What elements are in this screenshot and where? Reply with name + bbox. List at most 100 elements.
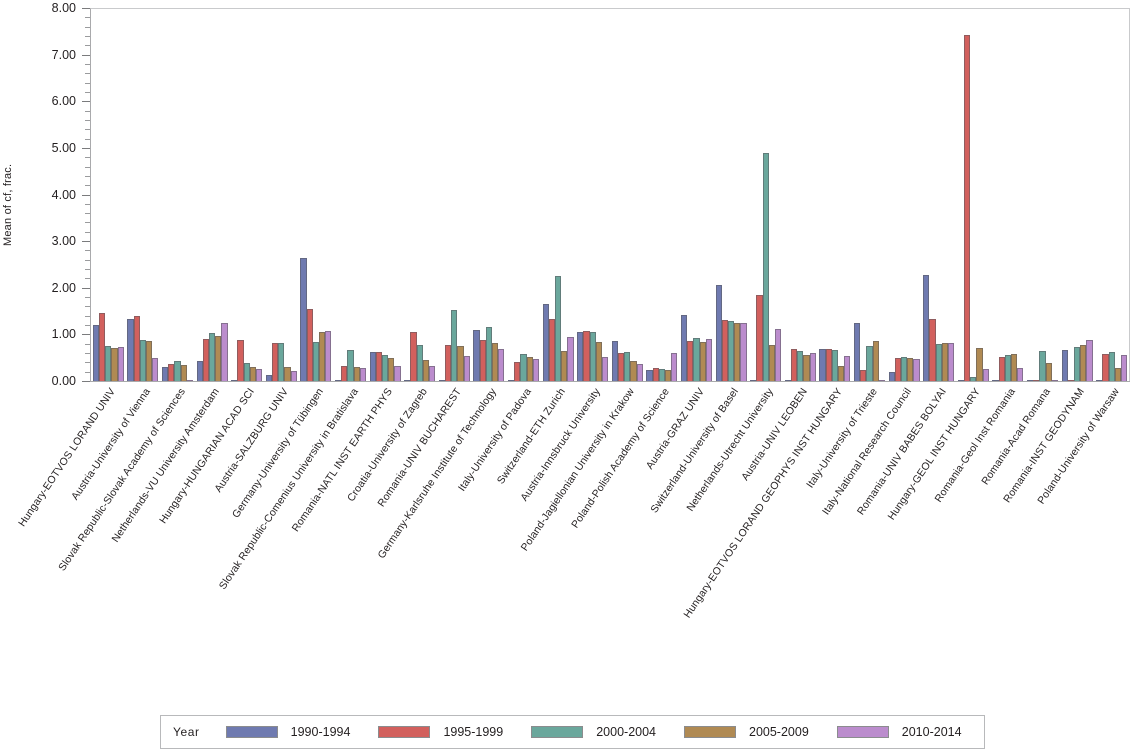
y-minor-tick-mark bbox=[85, 315, 90, 317]
x-tick-label: Italy-National Research Council bbox=[820, 386, 915, 518]
bar bbox=[1080, 345, 1087, 381]
bar bbox=[630, 361, 637, 381]
bar-group bbox=[887, 8, 922, 381]
legend-label: 1990-1994 bbox=[290, 725, 351, 739]
legend-item[interactable]: 2005-2009 bbox=[684, 725, 809, 739]
bar bbox=[860, 370, 867, 381]
bar bbox=[335, 380, 342, 381]
y-tick-mark bbox=[82, 381, 90, 382]
bar bbox=[202, 338, 209, 381]
bar bbox=[992, 380, 999, 381]
bar bbox=[428, 365, 436, 381]
bar bbox=[854, 322, 861, 381]
bar bbox=[894, 357, 901, 381]
bar bbox=[347, 349, 354, 381]
bar bbox=[561, 350, 568, 381]
y-minor-tick-mark bbox=[85, 231, 90, 233]
bar-group bbox=[956, 8, 991, 381]
bar bbox=[520, 353, 527, 381]
bar bbox=[231, 380, 238, 381]
bar-group bbox=[506, 8, 541, 381]
bar bbox=[1074, 346, 1081, 381]
bar bbox=[976, 348, 983, 381]
bar bbox=[699, 342, 706, 381]
bar bbox=[1096, 380, 1103, 381]
y-minor-tick-mark bbox=[85, 26, 90, 28]
bar bbox=[369, 351, 376, 381]
bar bbox=[105, 345, 112, 381]
bar bbox=[611, 341, 619, 381]
y-tick-label: 4.00 bbox=[51, 187, 76, 202]
bar bbox=[249, 367, 256, 381]
bar bbox=[526, 357, 533, 381]
bar bbox=[1033, 380, 1040, 381]
x-tick-label: Hungary-HUNGARIAN ACAD SCI bbox=[156, 386, 257, 526]
y-tick-label: 7.00 bbox=[51, 47, 76, 62]
y-minor-tick-mark bbox=[85, 325, 90, 327]
bar bbox=[693, 337, 700, 381]
bar bbox=[312, 341, 319, 381]
x-tick-label: Slovak Republic-Comenius University in B… bbox=[216, 386, 361, 592]
bar bbox=[117, 346, 124, 381]
bar bbox=[878, 380, 885, 381]
bar bbox=[174, 360, 181, 381]
bar bbox=[168, 364, 175, 381]
x-tick-label: Romania-UNIV BABES BOLYAI bbox=[854, 386, 949, 518]
x-tick-label: Austria-UNIV LEOBEN bbox=[739, 386, 811, 483]
bar bbox=[237, 340, 244, 381]
bar-group bbox=[1094, 8, 1129, 381]
legend-item[interactable]: 2010-2014 bbox=[836, 725, 962, 739]
bar bbox=[209, 333, 216, 381]
bar bbox=[687, 340, 694, 381]
bar bbox=[1102, 353, 1109, 381]
bar bbox=[508, 380, 515, 381]
x-tick-label: Austria-SALZBURG UNIV bbox=[212, 386, 292, 495]
bar-group bbox=[229, 8, 264, 381]
bar bbox=[1039, 351, 1046, 381]
legend-item[interactable]: 1995-1999 bbox=[378, 725, 503, 739]
x-tick-label: Switzerland-University of Basel bbox=[648, 386, 742, 516]
bar-group bbox=[679, 8, 714, 381]
bar bbox=[463, 355, 470, 381]
bar bbox=[265, 374, 273, 381]
bar bbox=[404, 380, 411, 381]
bar bbox=[416, 344, 423, 381]
bar bbox=[479, 339, 486, 381]
bar-group bbox=[299, 8, 334, 381]
bar bbox=[514, 362, 521, 381]
y-tick-mark bbox=[82, 8, 90, 9]
y-minor-tick-mark bbox=[85, 73, 90, 75]
y-minor-tick-mark bbox=[85, 213, 90, 215]
x-tick-label: Slovak Republic-Slovak Academy of Scienc… bbox=[55, 386, 188, 574]
bar bbox=[473, 329, 480, 381]
bar bbox=[618, 353, 625, 381]
legend-swatch bbox=[684, 726, 736, 738]
y-minor-tick-mark bbox=[85, 343, 90, 345]
y-minor-tick-mark bbox=[85, 129, 90, 131]
bar bbox=[913, 358, 920, 381]
bar bbox=[306, 308, 313, 381]
y-tick-mark bbox=[82, 241, 90, 243]
legend-swatch bbox=[836, 726, 889, 738]
bar bbox=[888, 371, 895, 381]
x-tick-label: Romania-Geol Inst Romania bbox=[932, 386, 1018, 505]
bar bbox=[290, 370, 297, 381]
bar bbox=[1067, 380, 1074, 381]
bar bbox=[410, 331, 417, 381]
bar bbox=[111, 348, 118, 381]
bar bbox=[243, 363, 250, 381]
bar bbox=[728, 320, 735, 381]
x-tick-label: Hungary-EOTVOS LORAND GEOPHYS INST HUNGA… bbox=[681, 386, 845, 621]
legend-label: 1995-1999 bbox=[443, 725, 504, 739]
bar-group bbox=[402, 8, 437, 381]
bar-group bbox=[1025, 8, 1060, 381]
bar bbox=[750, 380, 757, 381]
legend-item[interactable]: 1990-1994 bbox=[225, 725, 351, 739]
legend-item[interactable]: 2000-2004 bbox=[531, 725, 656, 739]
legend-label: 2005-2009 bbox=[749, 725, 809, 739]
y-tick-mark bbox=[82, 101, 90, 103]
bar bbox=[133, 316, 140, 381]
bar-group bbox=[1060, 8, 1095, 381]
bar bbox=[734, 322, 741, 381]
